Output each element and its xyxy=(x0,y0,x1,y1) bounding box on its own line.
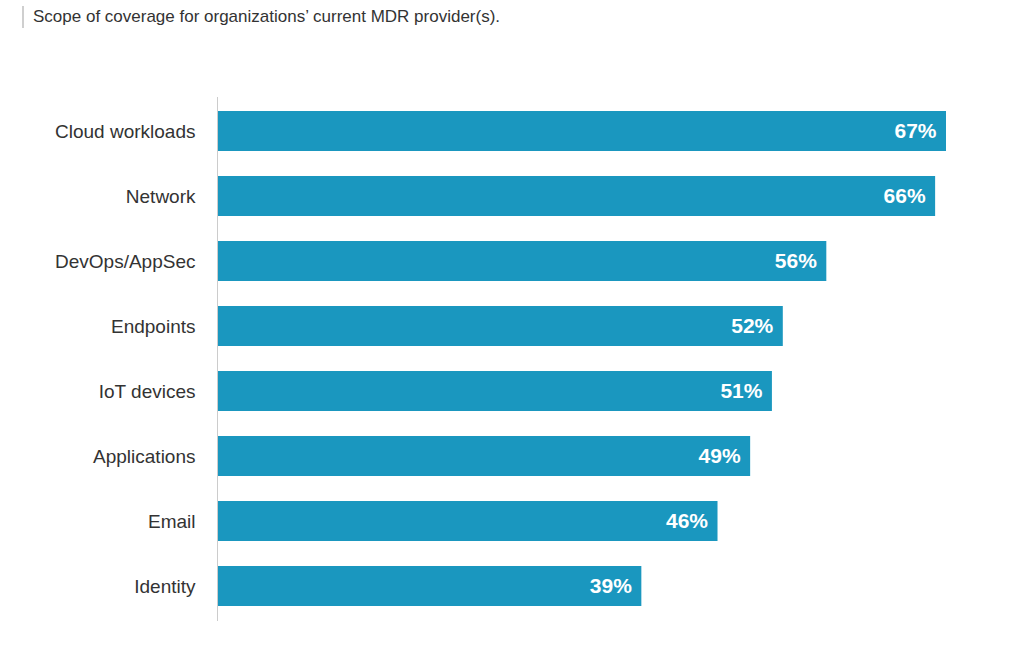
svg-text:IoT devices: IoT devices xyxy=(99,381,196,402)
html-text:Scope of coverage for organiza: Scope of coverage for organizations’ cur… xyxy=(33,7,501,26)
svg-text:56%: 56% xyxy=(775,249,817,272)
svg-text:Endpoints: Endpoints xyxy=(111,316,196,337)
svg-text:49%: 49% xyxy=(699,444,741,467)
svg-text:Identity: Identity xyxy=(134,576,196,597)
svg-text:39%: 39% xyxy=(590,574,632,597)
svg-text:Cloud workloads: Cloud workloads xyxy=(55,121,195,142)
svg-text:Email: Email xyxy=(148,511,196,532)
svg-text:51%: 51% xyxy=(720,379,762,402)
svg-text:66%: 66% xyxy=(884,184,926,207)
svg-text:67%: 67% xyxy=(894,119,936,142)
svg-text:Network: Network xyxy=(126,186,196,207)
svg-text:52%: 52% xyxy=(731,314,773,337)
svg-text:Applications: Applications xyxy=(93,446,195,467)
svg-text:DevOps/AppSec: DevOps/AppSec xyxy=(55,251,195,272)
svg-text:46%: 46% xyxy=(666,509,708,532)
